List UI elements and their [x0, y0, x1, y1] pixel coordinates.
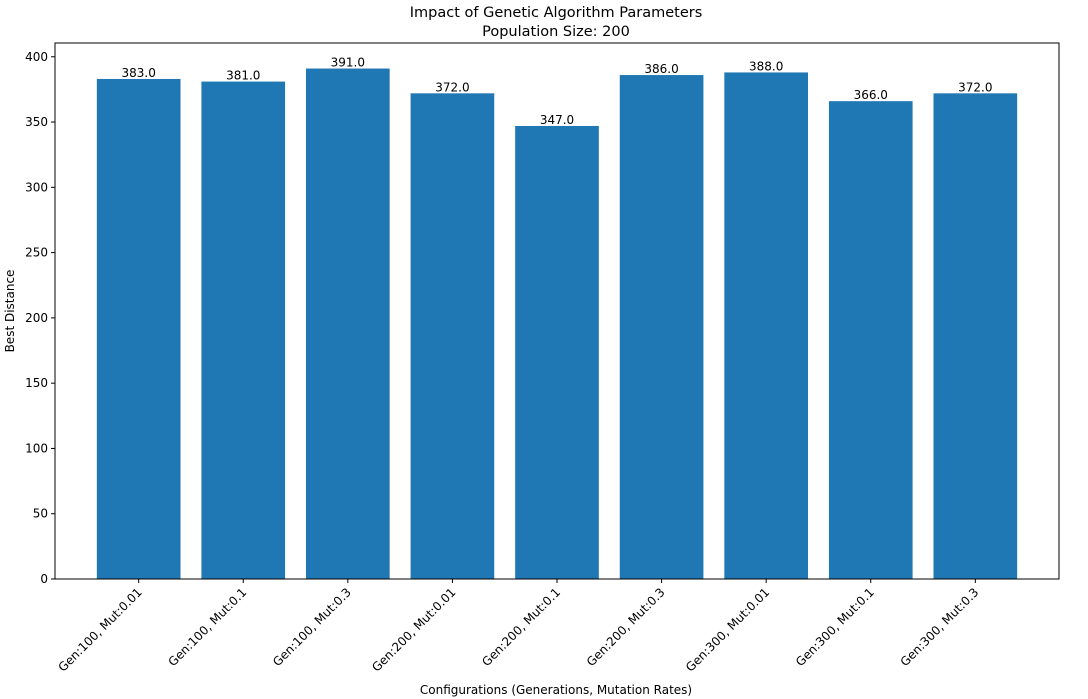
bar — [306, 68, 390, 580]
bar-value-label: 386.0 — [644, 62, 678, 76]
x-axis-label: Configurations (Generations, Mutation Ra… — [420, 683, 692, 697]
y-tick-label: 150 — [25, 376, 48, 390]
bar-value-label: 391.0 — [331, 56, 365, 70]
bar — [96, 78, 181, 580]
x-axis: Gen:100, Mut:0.01 Gen:100, Mut:0.1 Gen:100… — [55, 579, 981, 675]
bar — [201, 81, 286, 579]
y-tick-label: 350 — [25, 115, 48, 129]
chart-title: Impact of Genetic Algorithm Parameters — [410, 5, 703, 21]
bar-value-label: 388.0 — [749, 59, 783, 73]
y-tick-label: 250 — [25, 246, 48, 260]
bar-value-label: 383.0 — [121, 66, 155, 80]
x-tick-label: Gen:300, Mut:0.3 — [898, 585, 982, 669]
bar-value-label: 381.0 — [226, 69, 260, 83]
bar-value-label: 372.0 — [958, 80, 992, 94]
bar — [724, 72, 808, 580]
x-tick-label: Gen:100, Mut:0.3 — [270, 585, 354, 669]
y-axis-label: Best Distance — [3, 270, 17, 353]
y-axis: 0 50 100 150 200 250 300 350 400 — [25, 50, 55, 586]
x-tick-label: Gen:200, Mut:0.3 — [584, 585, 668, 669]
bar-value-label: 347.0 — [540, 113, 574, 127]
x-tick-label: Gen:200, Mut:0.01 — [369, 585, 458, 674]
x-tick-label: Gen:200, Mut:0.1 — [479, 585, 563, 669]
data-labels-group: 383.0 381.0 391.0 372.0 347.0 386.0 388.0 366.0… — [121, 56, 992, 127]
y-tick-label: 400 — [25, 50, 48, 64]
y-tick-label: 0 — [40, 572, 48, 586]
x-tick-label: Gen:100, Mut:0.01 — [55, 585, 144, 674]
bar-value-label: 372.0 — [435, 80, 469, 94]
bar-value-label: 366.0 — [854, 88, 888, 102]
bar — [410, 93, 495, 579]
bar — [515, 125, 599, 580]
bar — [619, 75, 704, 579]
x-tick-label: Gen:300, Mut:0.1 — [793, 585, 877, 669]
x-tick-label: Gen:100, Mut:0.1 — [165, 585, 249, 669]
bars-group — [96, 68, 1018, 580]
plot-area-frame — [54, 42, 1060, 580]
chart-subtitle: Population Size: 200 — [482, 24, 630, 40]
y-tick-label: 50 — [33, 507, 48, 521]
x-tick-label: Gen:300, Mut:0.01 — [683, 585, 772, 674]
bar — [933, 93, 1018, 579]
y-tick-label: 200 — [25, 311, 48, 325]
bar — [828, 101, 913, 579]
y-tick-label: 300 — [25, 180, 48, 194]
y-tick-label: 100 — [25, 441, 48, 455]
